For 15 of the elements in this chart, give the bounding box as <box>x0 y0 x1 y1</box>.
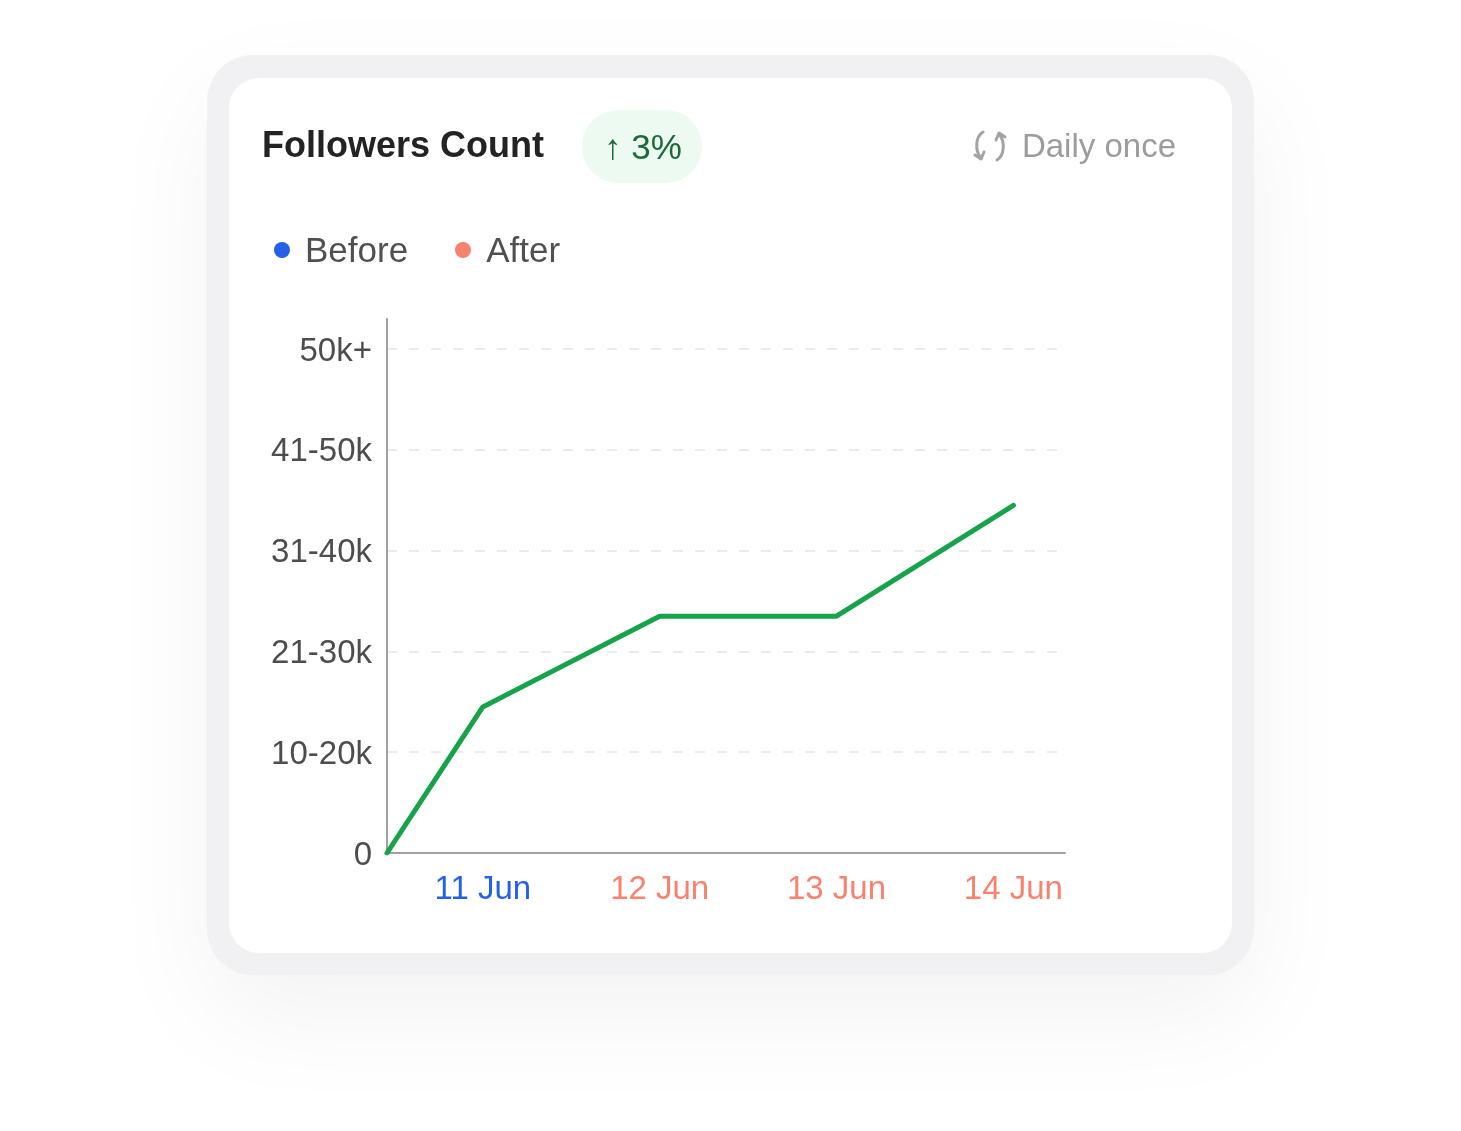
y-tick-label: 50k+ <box>299 330 372 368</box>
y-tick-label: 41-50k <box>271 431 373 469</box>
text: After <box>486 230 561 270</box>
x-tick-label: 14 Jun <box>963 869 1063 906</box>
chart-title: Followers Count <box>262 124 544 166</box>
y-tick-label: 10-20k <box>271 733 373 771</box>
text: Before <box>305 230 409 270</box>
y-tick-label: 21-30k <box>271 632 373 670</box>
x-tick-label: 12 Jun <box>610 869 710 906</box>
text: ↑ 3% <box>582 110 702 183</box>
text: Daily once <box>1021 126 1176 166</box>
y-tick-label: 31-40k <box>271 532 373 570</box>
x-tick-label: 13 Jun <box>787 869 887 906</box>
x-tick-label: 11 Jun <box>434 869 532 906</box>
y-tick-label: 0 <box>353 834 372 872</box>
